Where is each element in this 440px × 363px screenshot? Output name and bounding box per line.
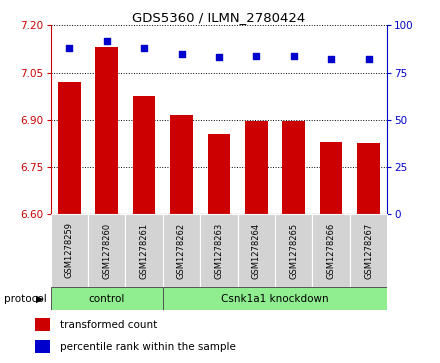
Bar xyxy=(51,287,163,310)
Title: GDS5360 / ILMN_2780424: GDS5360 / ILMN_2780424 xyxy=(132,11,305,24)
Point xyxy=(66,45,73,51)
Bar xyxy=(350,214,387,287)
Bar xyxy=(35,318,50,331)
Point xyxy=(290,53,297,58)
Bar xyxy=(88,214,125,287)
Bar xyxy=(163,287,387,310)
Bar xyxy=(133,96,155,214)
Bar xyxy=(200,214,238,287)
Bar xyxy=(275,214,312,287)
Bar xyxy=(35,340,50,353)
Point xyxy=(365,57,372,62)
Bar xyxy=(208,134,230,214)
Text: GSM1278265: GSM1278265 xyxy=(289,223,298,278)
Bar xyxy=(125,214,163,287)
Text: ▶: ▶ xyxy=(36,294,44,303)
Point xyxy=(141,45,148,51)
Bar xyxy=(95,48,118,214)
Point xyxy=(216,54,223,60)
Point xyxy=(327,57,335,62)
Point xyxy=(103,38,110,44)
Text: GSM1278266: GSM1278266 xyxy=(326,223,336,278)
Text: GSM1278262: GSM1278262 xyxy=(177,223,186,278)
Bar xyxy=(170,115,193,214)
Bar xyxy=(245,121,268,214)
Bar xyxy=(282,121,305,214)
Text: GSM1278259: GSM1278259 xyxy=(65,223,74,278)
Bar xyxy=(58,82,81,214)
Bar xyxy=(163,214,200,287)
Text: transformed count: transformed count xyxy=(60,320,157,330)
Text: GSM1278260: GSM1278260 xyxy=(102,223,111,278)
Bar xyxy=(312,214,350,287)
Text: protocol: protocol xyxy=(4,294,47,303)
Text: GSM1278267: GSM1278267 xyxy=(364,223,373,278)
Text: percentile rank within the sample: percentile rank within the sample xyxy=(60,342,236,352)
Text: GSM1278263: GSM1278263 xyxy=(214,223,224,278)
Text: GSM1278264: GSM1278264 xyxy=(252,223,261,278)
Text: control: control xyxy=(88,294,125,303)
Text: Csnk1a1 knockdown: Csnk1a1 knockdown xyxy=(221,294,329,303)
Point xyxy=(253,53,260,58)
Bar xyxy=(51,214,88,287)
Bar xyxy=(357,143,380,214)
Text: GSM1278261: GSM1278261 xyxy=(139,223,149,278)
Point xyxy=(178,51,185,57)
Bar xyxy=(238,214,275,287)
Bar xyxy=(320,142,342,214)
